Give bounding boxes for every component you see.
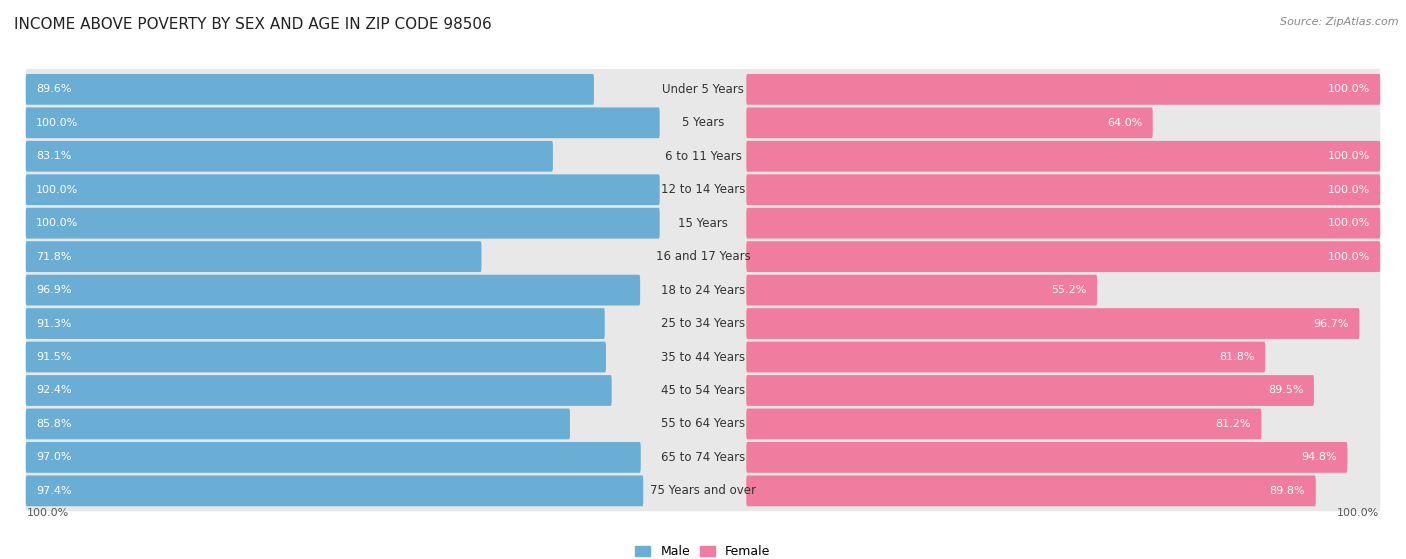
- FancyBboxPatch shape: [25, 370, 1381, 411]
- FancyBboxPatch shape: [747, 409, 1261, 439]
- Text: 91.5%: 91.5%: [37, 352, 72, 362]
- Text: 100.0%: 100.0%: [1327, 184, 1369, 195]
- FancyBboxPatch shape: [25, 303, 1381, 344]
- Legend: Male, Female: Male, Female: [630, 540, 776, 559]
- Text: 96.9%: 96.9%: [37, 285, 72, 295]
- FancyBboxPatch shape: [25, 269, 1381, 310]
- Text: 25 to 34 Years: 25 to 34 Years: [661, 317, 745, 330]
- Text: 92.4%: 92.4%: [37, 386, 72, 395]
- Text: 12 to 14 Years: 12 to 14 Years: [661, 183, 745, 196]
- FancyBboxPatch shape: [25, 141, 553, 172]
- Text: 100.0%: 100.0%: [37, 184, 79, 195]
- FancyBboxPatch shape: [25, 236, 1381, 277]
- FancyBboxPatch shape: [25, 437, 1381, 478]
- FancyBboxPatch shape: [747, 74, 1381, 105]
- FancyBboxPatch shape: [25, 169, 1381, 210]
- FancyBboxPatch shape: [25, 241, 481, 272]
- FancyBboxPatch shape: [25, 174, 659, 205]
- Text: 83.1%: 83.1%: [37, 151, 72, 162]
- FancyBboxPatch shape: [747, 442, 1347, 473]
- FancyBboxPatch shape: [25, 69, 1381, 110]
- FancyBboxPatch shape: [25, 337, 1381, 377]
- FancyBboxPatch shape: [25, 476, 644, 506]
- FancyBboxPatch shape: [25, 442, 641, 473]
- FancyBboxPatch shape: [25, 409, 569, 439]
- Text: 16 and 17 Years: 16 and 17 Years: [655, 250, 751, 263]
- Text: 6 to 11 Years: 6 to 11 Years: [665, 150, 741, 163]
- Text: 100.0%: 100.0%: [1337, 508, 1379, 518]
- Text: 89.5%: 89.5%: [1268, 386, 1303, 395]
- FancyBboxPatch shape: [25, 274, 640, 306]
- Text: 97.0%: 97.0%: [37, 452, 72, 462]
- FancyBboxPatch shape: [25, 471, 1381, 511]
- FancyBboxPatch shape: [25, 404, 1381, 444]
- FancyBboxPatch shape: [747, 375, 1313, 406]
- Text: 5 Years: 5 Years: [682, 116, 724, 129]
- Text: 89.6%: 89.6%: [37, 84, 72, 94]
- Text: 96.7%: 96.7%: [1313, 319, 1348, 329]
- Text: 100.0%: 100.0%: [1327, 218, 1369, 228]
- FancyBboxPatch shape: [25, 342, 606, 372]
- FancyBboxPatch shape: [747, 274, 1097, 306]
- Text: 100.0%: 100.0%: [37, 218, 79, 228]
- Text: Under 5 Years: Under 5 Years: [662, 83, 744, 96]
- Text: 75 Years and over: 75 Years and over: [650, 484, 756, 498]
- Text: 55 to 64 Years: 55 to 64 Years: [661, 418, 745, 430]
- FancyBboxPatch shape: [25, 74, 593, 105]
- FancyBboxPatch shape: [25, 107, 659, 138]
- Text: 45 to 54 Years: 45 to 54 Years: [661, 384, 745, 397]
- Text: 91.3%: 91.3%: [37, 319, 72, 329]
- FancyBboxPatch shape: [25, 203, 1381, 244]
- FancyBboxPatch shape: [25, 308, 605, 339]
- Text: 55.2%: 55.2%: [1052, 285, 1087, 295]
- Text: 81.2%: 81.2%: [1216, 419, 1251, 429]
- Text: 65 to 74 Years: 65 to 74 Years: [661, 451, 745, 464]
- Text: 71.8%: 71.8%: [37, 252, 72, 262]
- Text: 100.0%: 100.0%: [1327, 252, 1369, 262]
- FancyBboxPatch shape: [747, 241, 1381, 272]
- FancyBboxPatch shape: [25, 136, 1381, 177]
- FancyBboxPatch shape: [25, 208, 659, 239]
- Text: 18 to 24 Years: 18 to 24 Years: [661, 283, 745, 297]
- Text: 89.8%: 89.8%: [1270, 486, 1305, 496]
- FancyBboxPatch shape: [747, 174, 1381, 205]
- Text: Source: ZipAtlas.com: Source: ZipAtlas.com: [1281, 17, 1399, 27]
- Text: 100.0%: 100.0%: [1327, 84, 1369, 94]
- Text: 94.8%: 94.8%: [1302, 452, 1337, 462]
- FancyBboxPatch shape: [747, 308, 1360, 339]
- FancyBboxPatch shape: [747, 141, 1381, 172]
- Text: 100.0%: 100.0%: [27, 508, 69, 518]
- FancyBboxPatch shape: [25, 375, 612, 406]
- Text: 97.4%: 97.4%: [37, 486, 72, 496]
- Text: 100.0%: 100.0%: [1327, 151, 1369, 162]
- FancyBboxPatch shape: [747, 342, 1265, 372]
- Text: 81.8%: 81.8%: [1219, 352, 1254, 362]
- Text: 15 Years: 15 Years: [678, 217, 728, 230]
- Text: 85.8%: 85.8%: [37, 419, 72, 429]
- FancyBboxPatch shape: [747, 107, 1153, 138]
- FancyBboxPatch shape: [747, 476, 1316, 506]
- FancyBboxPatch shape: [25, 102, 1381, 143]
- Text: 100.0%: 100.0%: [37, 118, 79, 128]
- Text: 35 to 44 Years: 35 to 44 Years: [661, 350, 745, 363]
- Text: 64.0%: 64.0%: [1107, 118, 1142, 128]
- Text: INCOME ABOVE POVERTY BY SEX AND AGE IN ZIP CODE 98506: INCOME ABOVE POVERTY BY SEX AND AGE IN Z…: [14, 17, 492, 32]
- FancyBboxPatch shape: [747, 208, 1381, 239]
